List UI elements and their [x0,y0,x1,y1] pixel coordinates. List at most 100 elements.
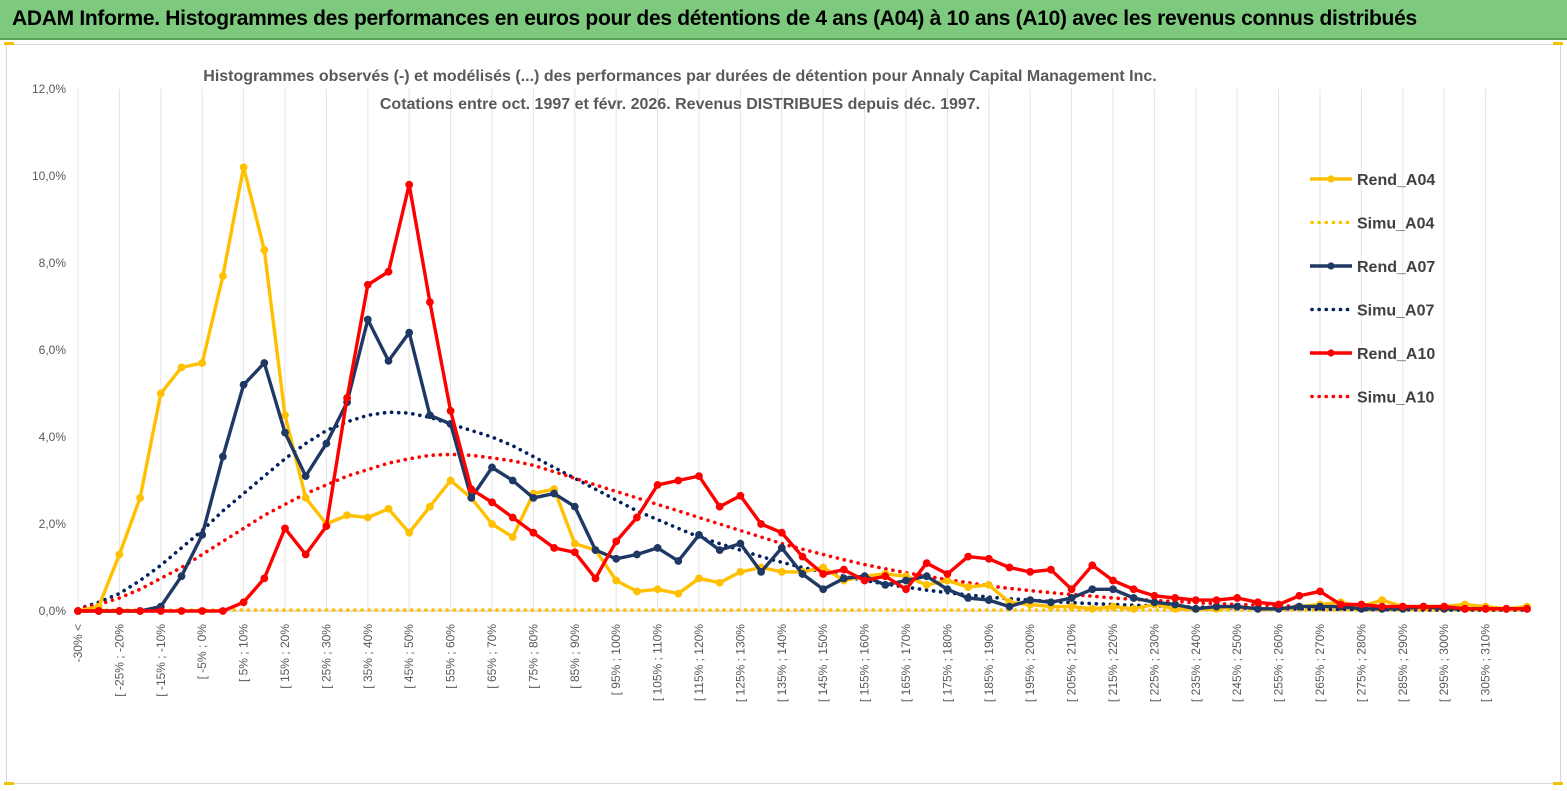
data-point [426,502,434,511]
data-point [902,576,910,585]
data-point [819,585,828,594]
x-tick-label: [ 245% ; 250% [1230,624,1244,702]
legend-label: Rend_A10 [1357,346,1435,363]
data-point [633,513,641,522]
data-point [1129,585,1138,594]
data-point [198,359,207,367]
x-tick-label: [ -5% ; 0% [195,624,209,680]
x-tick-label: [ 225% ; 230% [1147,624,1161,702]
frame-corner-top-left [4,42,14,45]
data-point [301,494,310,502]
data-point [1171,594,1179,602]
data-point [405,528,414,537]
data-point [260,359,269,367]
x-tick-label: [ 105% ; 110% [651,624,665,701]
data-point [736,539,745,548]
data-point [1254,598,1262,607]
data-point [984,596,993,605]
series-rend-a10 [74,180,1531,615]
x-tick-label: [ 5% ; 10% [237,624,251,682]
data-point [467,485,476,494]
data-point [964,552,972,561]
series-line [76,410,1529,612]
x-tick-label: [ 205% ; 210% [1065,624,1079,702]
frame-corner-bottom-left [4,782,14,785]
data-point [219,272,227,280]
data-point [1233,602,1242,611]
data-point [1419,602,1428,611]
y-tick-label: 8,0% [39,256,67,270]
legend-entry: Simu_A04 [1310,216,1434,233]
data-point [798,570,807,578]
data-point [426,411,434,420]
data-point [1212,596,1221,605]
data-point [1461,604,1469,613]
data-point [1171,600,1179,609]
data-point [177,607,186,615]
data-point [177,363,186,372]
data-point [695,574,703,583]
data-point [1129,594,1138,602]
x-tick-label: [ 165% ; 170% [899,624,913,702]
x-tick-label: [ 95% ; 100% [609,624,623,696]
legend-label: Rend_A07 [1357,259,1435,276]
data-point [612,554,621,563]
data-point [1005,563,1014,572]
data-point [736,567,745,576]
data-point [488,463,496,472]
y-axis-ticks: 0,0% 2,0% 4,0% 6,0% 8,0% 10,0% 12,0% [32,82,66,618]
data-point [508,533,517,541]
data-point [115,550,124,559]
report-banner: ADAM Informe. Histogrammes des performan… [0,0,1567,40]
data-point [405,180,414,189]
series-simu-a07 [76,410,1529,612]
data-point [363,280,372,289]
x-tick-label: [ 15% ; 20% [278,624,292,689]
data-point [984,581,993,589]
x-axis-ticks: -30% < [ -25% ; -20% [ -15% ; -10% [ -5% ; … [71,624,1493,702]
x-tick-label: [ 235% ; 240% [1189,624,1203,702]
data-point [612,537,621,546]
chart-title-line2: Cotations entre oct. 1997 et févr. 2026.… [380,96,980,113]
data-point [1067,585,1076,594]
data-point [219,452,227,461]
data-point [860,576,869,585]
data-point [1109,585,1117,594]
data-point [301,550,310,559]
data-point [674,557,683,565]
data-point [1295,602,1304,611]
data-point [1274,600,1283,609]
data-point [529,494,538,502]
data-point [281,524,289,533]
data-point [881,581,890,589]
data-point [1047,598,1055,607]
data-point [777,567,786,576]
data-point [1191,596,1200,605]
data-point [1109,576,1117,585]
data-point [777,544,786,552]
data-point [405,328,414,337]
chart-legend: Rend_A04 Simu_A04 Rend_A07 Simu_A07 Rend_A10… [1310,172,1435,407]
x-tick-label: [ 155% ; 160% [858,624,872,702]
legend-entry: Rend_A10 [1310,346,1435,363]
data-point [1026,596,1035,605]
x-tick-label: [ 215% ; 220% [1106,624,1120,702]
legend-label: Simu_A07 [1357,303,1434,320]
data-point [363,315,372,324]
x-tick-label: [ 135% ; 140% [775,624,789,702]
data-point [570,502,579,511]
data-point [177,572,186,581]
x-tick-label: [ 175% ; 180% [940,624,954,702]
data-point [1502,604,1511,613]
data-point [1067,602,1076,611]
data-point [198,607,207,615]
data-point [322,522,331,531]
data-point [446,476,455,485]
data-point [964,594,972,602]
x-tick-label: [ 265% ; 270% [1313,624,1327,702]
x-tick-label: [ 185% ; 190% [982,624,996,702]
x-tick-label: [ 115% ; 120% [692,624,706,701]
x-tick-label: [ 75% ; 80% [526,624,540,689]
chart-grid [77,89,1527,612]
data-point [674,476,683,485]
